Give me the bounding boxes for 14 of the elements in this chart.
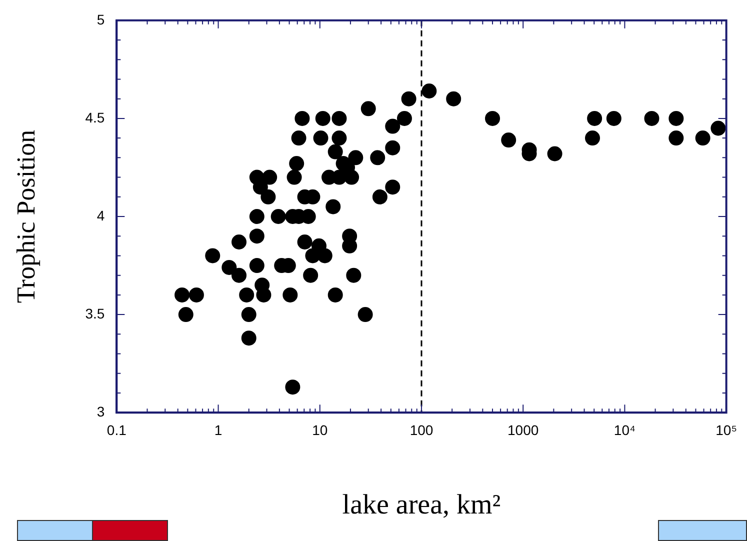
y-tick-label: 5 [96,11,105,28]
y-tick-label: 3 [96,403,105,420]
x-tick-label: 10⁵ [716,422,738,438]
x-tick-label: 1 [214,422,222,438]
y-tick-label: 4.5 [85,109,105,126]
x-tick-label: 0.1 [106,422,127,438]
y-tick-label: 4 [96,207,105,224]
x-tick-label: 10 [312,422,328,438]
x-tick-label: 10⁴ [614,422,636,438]
x-tick-label: 1000 [508,422,539,438]
x-axis-title: lake area, km² [342,490,501,521]
y-tick-label: 3.5 [85,305,105,322]
y-axis-title: Trophic Position [11,130,40,304]
x-tick-label: 100 [410,422,434,438]
